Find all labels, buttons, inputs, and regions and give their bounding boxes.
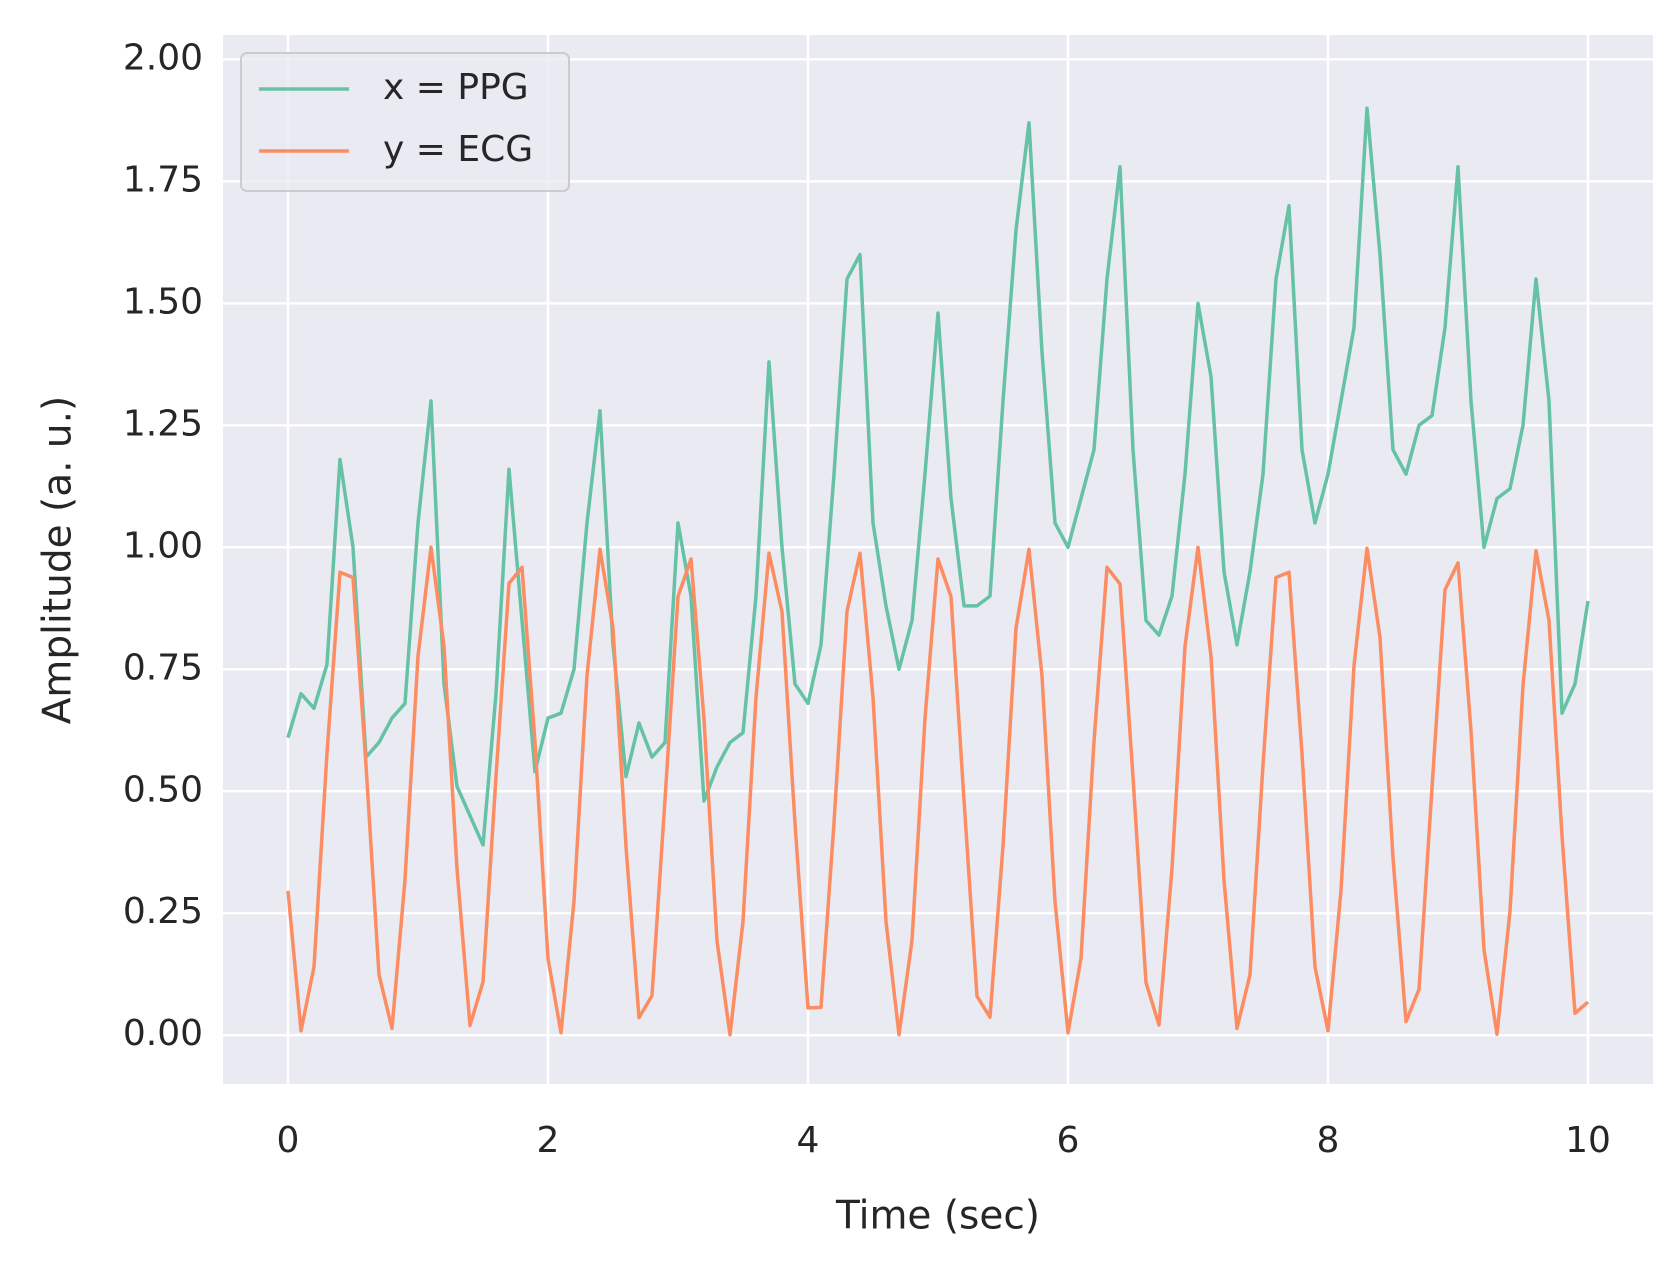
y-tick-label: 1.75 bbox=[123, 159, 203, 200]
x-tick-label: 8 bbox=[1317, 1120, 1340, 1161]
y-tick-label: 0.25 bbox=[123, 891, 203, 932]
x-axis-label: Time (sec) bbox=[835, 1194, 1040, 1239]
y-tick-label: 2.00 bbox=[123, 37, 203, 78]
x-tick-label: 6 bbox=[1057, 1120, 1080, 1161]
y-axis-label: Amplitude (a. u.) bbox=[36, 396, 81, 725]
legend-label: x = PPG bbox=[383, 67, 529, 108]
data-line bbox=[286, 545, 1590, 1037]
x-tick-label: 2 bbox=[537, 1120, 560, 1161]
y-tick-label: 1.25 bbox=[123, 403, 203, 444]
y-tick-label: 1.00 bbox=[123, 525, 203, 566]
x-tick-label: 10 bbox=[1565, 1120, 1611, 1161]
y-tick-label: 0.50 bbox=[123, 769, 203, 810]
y-tick-label: 1.50 bbox=[123, 281, 203, 322]
legend-label: y = ECG bbox=[383, 129, 533, 170]
y-tick-label: 0.75 bbox=[123, 647, 203, 688]
x-tick-label: 4 bbox=[797, 1120, 820, 1161]
data-line bbox=[286, 106, 1590, 847]
x-tick-label: 0 bbox=[277, 1120, 300, 1161]
y-tick-label: 0.00 bbox=[123, 1013, 203, 1054]
